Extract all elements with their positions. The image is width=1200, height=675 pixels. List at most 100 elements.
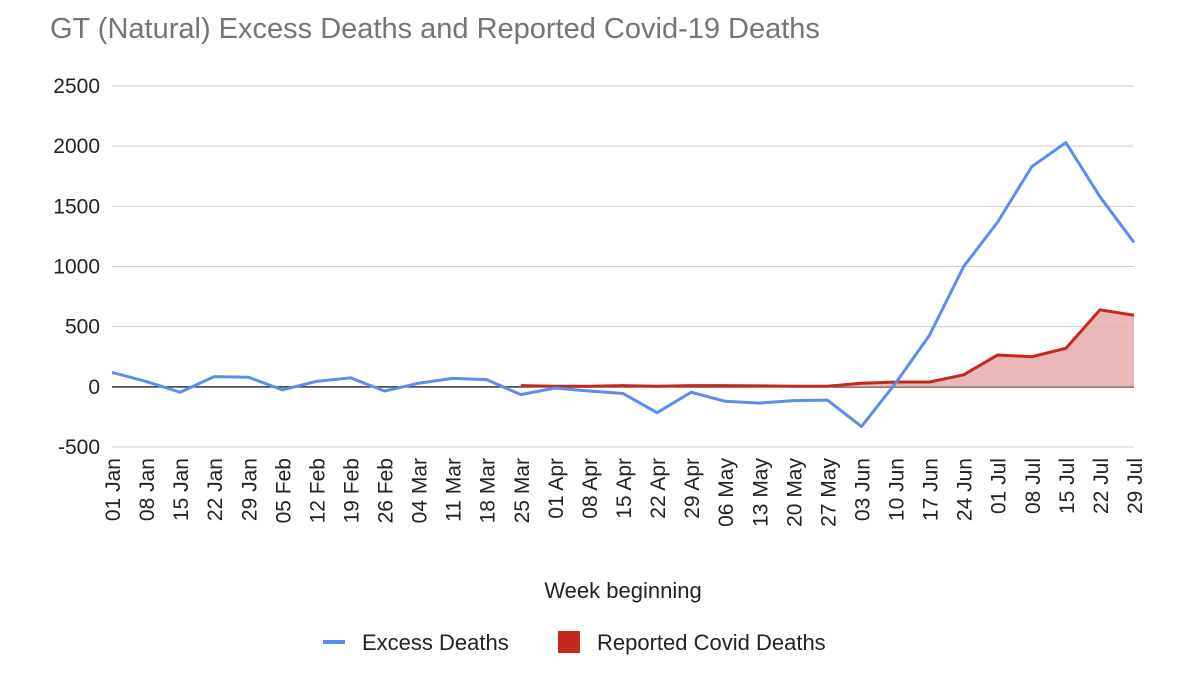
x-axis-ticks: 01 Jan 08 Jan 15 Jan 22 Jan 29 Jan 05 Feb 12 F… — [102, 458, 1147, 527]
x-tick-label: 22 Apr — [647, 458, 670, 519]
y-tick-label: -500 — [58, 436, 100, 459]
data-point-excess-deaths[interactable] — [450, 375, 456, 381]
data-point-excess-deaths[interactable] — [688, 389, 694, 395]
data-point-excess-deaths[interactable] — [722, 398, 728, 404]
gridlines — [112, 85, 1134, 448]
x-tick-label: 08 Jul — [1022, 458, 1045, 514]
data-point-excess-deaths[interactable] — [995, 219, 1001, 225]
x-tick-label: 10 Jun — [886, 458, 909, 521]
data-point-excess-deaths[interactable] — [824, 397, 830, 403]
y-tick-label: 500 — [65, 316, 100, 339]
data-point-excess-deaths[interactable] — [347, 375, 353, 381]
x-tick-label: 29 Jul — [1124, 458, 1147, 514]
x-tick-label: 05 Feb — [272, 458, 295, 523]
y-axis-ticks: -500 0 500 1000 1500 2000 2500 — [53, 75, 100, 459]
data-point-reported-covid-deaths[interactable] — [518, 383, 524, 389]
data-point-excess-deaths[interactable] — [143, 378, 149, 384]
data-point-reported-covid-deaths[interactable] — [961, 372, 967, 378]
data-point-reported-covid-deaths[interactable] — [756, 383, 762, 389]
data-point-excess-deaths[interactable] — [1029, 164, 1035, 170]
x-tick-label: 22 Jan — [204, 458, 227, 521]
x-tick-label: 11 Mar — [443, 458, 466, 522]
data-point-excess-deaths[interactable] — [620, 390, 626, 396]
data-point-excess-deaths[interactable] — [961, 264, 967, 270]
x-tick-label: 01 Jan — [102, 458, 125, 521]
data-point-excess-deaths[interactable] — [313, 378, 319, 384]
x-tick-label: 24 Jun — [954, 458, 977, 521]
x-tick-label: 06 May — [715, 458, 738, 527]
data-point-reported-covid-deaths[interactable] — [620, 383, 626, 389]
data-point-reported-covid-deaths[interactable] — [893, 379, 899, 385]
data-point-reported-covid-deaths[interactable] — [1097, 307, 1103, 313]
data-point-excess-deaths[interactable] — [756, 400, 762, 406]
y-tick-label: 0 — [88, 376, 100, 399]
x-tick-label: 29 Apr — [681, 458, 704, 519]
data-point-reported-covid-deaths[interactable] — [1029, 354, 1035, 360]
x-tick-label: 19 Feb — [340, 458, 363, 523]
x-tick-label: 08 Jan — [136, 458, 159, 521]
x-tick-label: 17 Jun — [920, 458, 943, 521]
series-line-reported-covid-deaths[interactable] — [520, 308, 1135, 388]
data-point-excess-deaths[interactable] — [416, 380, 422, 386]
data-point-excess-deaths[interactable] — [177, 389, 183, 395]
x-tick-label: 15 Apr — [613, 458, 636, 519]
x-tick-label: 13 May — [749, 458, 772, 527]
x-tick-label: 03 Jun — [851, 458, 874, 521]
data-point-excess-deaths[interactable] — [927, 332, 933, 338]
series-line-excess-deaths[interactable] — [111, 141, 1136, 429]
x-tick-label: 12 Feb — [306, 458, 329, 523]
x-tick-label: 29 Jan — [238, 458, 261, 521]
data-point-excess-deaths[interactable] — [211, 374, 217, 380]
data-point-excess-deaths[interactable] — [858, 424, 864, 430]
y-tick-label: 2500 — [53, 75, 100, 98]
x-tick-label: 27 May — [817, 458, 840, 527]
legend-label-excess-deaths: Excess Deaths — [362, 630, 509, 655]
data-point-excess-deaths[interactable] — [518, 392, 524, 398]
data-point-reported-covid-deaths[interactable] — [927, 379, 933, 385]
data-point-excess-deaths[interactable] — [654, 410, 660, 416]
legend-item-excess-deaths[interactable]: Excess Deaths — [323, 630, 509, 655]
data-point-reported-covid-deaths[interactable] — [858, 380, 864, 386]
data-point-excess-deaths[interactable] — [484, 377, 490, 383]
x-tick-label: 26 Feb — [375, 458, 398, 523]
data-point-excess-deaths[interactable] — [109, 369, 115, 375]
data-point-reported-covid-deaths[interactable] — [552, 383, 558, 389]
data-point-excess-deaths[interactable] — [790, 398, 796, 404]
data-point-excess-deaths[interactable] — [245, 374, 251, 380]
data-point-reported-covid-deaths[interactable] — [688, 383, 694, 389]
x-tick-label: 20 May — [783, 458, 806, 527]
data-point-reported-covid-deaths[interactable] — [1131, 312, 1137, 318]
y-tick-label: 1500 — [53, 195, 100, 218]
data-point-reported-covid-deaths[interactable] — [995, 352, 1001, 358]
data-point-reported-covid-deaths[interactable] — [654, 383, 660, 389]
line-layer — [109, 140, 1137, 430]
data-point-excess-deaths[interactable] — [382, 388, 388, 394]
x-tick-label: 01 Apr — [545, 458, 568, 519]
data-point-excess-deaths[interactable] — [1097, 194, 1103, 200]
data-point-reported-covid-deaths[interactable] — [824, 383, 830, 389]
x-tick-label: 04 Mar — [409, 458, 432, 523]
data-point-reported-covid-deaths[interactable] — [722, 383, 728, 389]
x-tick-label: 22 Jul — [1090, 458, 1113, 514]
legend-item-reported-covid-deaths[interactable]: Reported Covid Deaths — [558, 630, 826, 655]
x-tick-label: 15 Jan — [170, 458, 193, 521]
x-tick-label: 15 Jul — [1056, 458, 1079, 514]
data-point-reported-covid-deaths[interactable] — [790, 383, 796, 389]
data-point-reported-covid-deaths[interactable] — [586, 383, 592, 389]
data-point-excess-deaths[interactable] — [279, 387, 285, 393]
covid-area-layer — [520, 309, 1134, 387]
data-point-excess-deaths[interactable] — [1131, 239, 1137, 245]
legend-swatch-reported-covid-deaths — [558, 631, 580, 653]
data-point-excess-deaths[interactable] — [1063, 140, 1069, 146]
y-tick-label: 2000 — [53, 135, 100, 158]
x-tick-label: 18 Mar — [477, 458, 500, 523]
legend: Excess Deaths Reported Covid Deaths — [323, 630, 826, 655]
y-tick-label: 1000 — [53, 256, 100, 279]
data-point-reported-covid-deaths[interactable] — [1063, 345, 1069, 351]
series-area-reported-covid-deaths — [520, 309, 1134, 387]
x-axis-title: Week beginning — [544, 578, 701, 603]
chart-title: GT (Natural) Excess Deaths and Reported … — [50, 13, 820, 45]
x-tick-label: 25 Mar — [511, 458, 534, 523]
